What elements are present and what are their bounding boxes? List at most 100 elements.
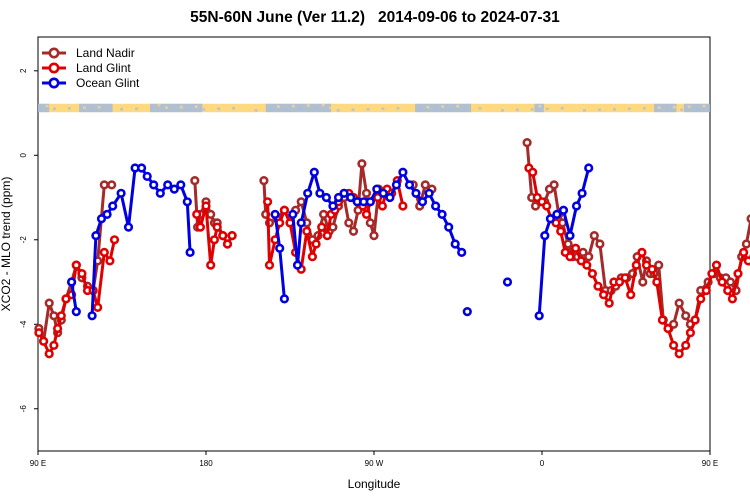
data-point-land-glint bbox=[361, 209, 372, 219]
series-ocean-glint bbox=[66, 163, 594, 321]
data-point-land-glint bbox=[307, 252, 318, 262]
data-point-land-glint bbox=[565, 252, 575, 262]
data-point-land-nadir bbox=[361, 188, 372, 198]
data-point-land-glint bbox=[620, 273, 630, 283]
strip-texture bbox=[217, 107, 221, 111]
strip-texture bbox=[650, 103, 654, 107]
data-point-land-nadir bbox=[365, 218, 375, 228]
x-axis-label: Longitude bbox=[348, 477, 401, 491]
data-point-ocean-glint bbox=[108, 201, 118, 211]
strip-texture bbox=[164, 106, 168, 109]
y-tick-label: -6 bbox=[19, 405, 28, 413]
strip-texture bbox=[702, 104, 706, 108]
data-point-land-nadir bbox=[725, 277, 736, 287]
data-point-land-glint bbox=[551, 218, 561, 228]
data-point-ocean-glint bbox=[309, 167, 319, 177]
data-point-ocean-glint bbox=[378, 188, 388, 198]
data-point-land-glint bbox=[109, 235, 120, 245]
strip-texture bbox=[97, 105, 101, 109]
data-point-land-glint bbox=[647, 264, 657, 274]
data-point-ocean-glint bbox=[577, 188, 587, 198]
strip-texture bbox=[359, 105, 363, 108]
data-point-ocean-glint bbox=[450, 239, 460, 249]
data-point-land-nadir bbox=[206, 209, 216, 219]
strip-texture bbox=[374, 104, 377, 108]
strip-texture bbox=[135, 107, 139, 111]
data-point-land-glint bbox=[743, 256, 750, 266]
data-point-land-nadir bbox=[107, 180, 117, 190]
data-point-land-glint bbox=[685, 328, 696, 338]
data-point-land-nadir bbox=[99, 180, 109, 190]
data-point-land-glint bbox=[322, 231, 332, 241]
data-point-ocean-glint bbox=[137, 163, 147, 173]
strip-texture bbox=[45, 104, 49, 108]
data-point-land-nadir bbox=[654, 260, 664, 270]
data-point-land-glint bbox=[93, 302, 103, 313]
data-point-land-glint bbox=[222, 239, 233, 249]
strip-texture bbox=[321, 103, 325, 107]
data-point-land-glint bbox=[690, 315, 700, 325]
strip-texture bbox=[172, 109, 176, 112]
data-point-land-glint bbox=[696, 294, 706, 304]
strip-texture bbox=[194, 105, 198, 108]
strip-texture bbox=[627, 107, 631, 111]
data-point-land-glint bbox=[542, 201, 552, 211]
data-point-ocean-glint bbox=[339, 188, 349, 198]
legend-label-land-glint: Land Glint bbox=[76, 61, 131, 75]
data-point-ocean-glint bbox=[565, 231, 575, 241]
strip-texture bbox=[456, 104, 460, 108]
strip-texture bbox=[411, 106, 415, 109]
y-axis: -6 -4 -2 0 2 bbox=[19, 68, 38, 412]
strip-texture bbox=[142, 104, 146, 107]
data-point-ocean-glint bbox=[296, 218, 306, 228]
strip-texture bbox=[598, 108, 601, 112]
legend-marker-ocean-glint bbox=[48, 77, 60, 89]
data-point-land-glint bbox=[317, 222, 327, 232]
strip-texture bbox=[329, 106, 333, 109]
data-point-ocean-glint bbox=[142, 171, 152, 181]
data-point-ocean-glint bbox=[163, 180, 173, 190]
y-tick-label: 2 bbox=[19, 68, 28, 73]
data-point-land-glint bbox=[727, 294, 738, 304]
data-point-land-glint bbox=[38, 336, 49, 346]
data-point-land-glint bbox=[738, 247, 749, 257]
data-point-ocean-glint bbox=[333, 192, 344, 203]
strip-texture bbox=[403, 103, 407, 107]
data-point-ocean-glint bbox=[328, 201, 338, 211]
strip-texture bbox=[500, 109, 504, 112]
legend-label-land-nadir: Land Nadir bbox=[76, 46, 135, 60]
legend-marker-land-nadir bbox=[48, 47, 60, 59]
data-point-land-nadir bbox=[674, 298, 684, 308]
strip-texture bbox=[60, 104, 64, 107]
data-point-land-glint bbox=[263, 197, 273, 207]
data-point-ocean-glint bbox=[123, 222, 134, 232]
data-point-land-glint bbox=[264, 260, 275, 270]
data-point-ocean-glint bbox=[462, 307, 472, 317]
data-point-land-nadir bbox=[348, 226, 359, 236]
data-point-land-glint bbox=[56, 311, 66, 321]
data-point-land-glint bbox=[733, 269, 743, 279]
data-point-land-glint bbox=[209, 235, 219, 245]
data-point-ocean-glint bbox=[66, 277, 77, 287]
strip-texture bbox=[38, 108, 41, 111]
data-point-land-glint bbox=[61, 294, 71, 304]
strip-texture bbox=[612, 108, 616, 111]
data-point-ocean-glint bbox=[437, 209, 447, 219]
strip-ocean-patch bbox=[654, 103, 677, 113]
strip-texture bbox=[239, 103, 243, 107]
data-point-land-glint bbox=[373, 192, 383, 203]
data-point-ocean-glint bbox=[534, 311, 544, 321]
data-point-land-nadir bbox=[296, 197, 306, 207]
data-point-ocean-glint bbox=[321, 192, 332, 203]
strip-texture bbox=[448, 108, 452, 111]
strip-texture bbox=[247, 106, 251, 109]
data-point-ocean-glint bbox=[169, 184, 179, 194]
data-point-land-nadir bbox=[741, 239, 750, 249]
strip-texture bbox=[67, 106, 71, 110]
data-point-land-glint bbox=[582, 260, 592, 270]
strip-texture bbox=[687, 105, 691, 108]
strip-texture bbox=[344, 105, 348, 109]
strip-texture bbox=[157, 103, 161, 107]
strip-texture bbox=[224, 104, 228, 107]
data-point-land-glint bbox=[593, 281, 603, 291]
